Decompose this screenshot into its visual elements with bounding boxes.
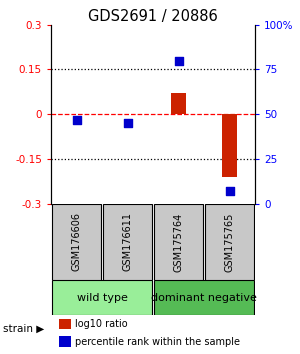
Text: strain ▶: strain ▶ (3, 324, 44, 333)
Text: GSM175764: GSM175764 (173, 212, 184, 272)
Bar (154, 204, 203, 280)
Text: wild type: wild type (76, 293, 128, 303)
Point (227, 188, 232, 194)
Bar (52, 280, 152, 315)
Bar (171, 93, 186, 114)
Text: GSM175765: GSM175765 (224, 212, 235, 272)
Text: GSM176606: GSM176606 (71, 212, 82, 272)
Text: GSM176611: GSM176611 (122, 212, 133, 272)
Text: log10 ratio: log10 ratio (76, 319, 128, 329)
Bar (103, 204, 152, 280)
Point (74, 117, 79, 122)
Text: dominant negative: dominant negative (151, 293, 257, 303)
Point (176, 58, 181, 63)
Text: percentile rank within the sample: percentile rank within the sample (76, 337, 241, 347)
Bar (52, 204, 101, 280)
Bar (59, 336, 71, 347)
Title: GDS2691 / 20886: GDS2691 / 20886 (88, 8, 218, 24)
Bar (222, 114, 237, 177)
Bar (205, 204, 254, 280)
Bar (59, 319, 71, 329)
Bar (154, 280, 254, 315)
Point (125, 120, 130, 126)
